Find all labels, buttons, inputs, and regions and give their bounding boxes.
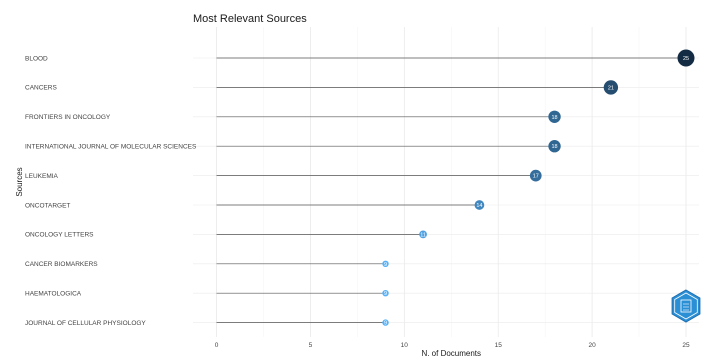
data-point: [603, 80, 619, 95]
y-tick-label: ONCOLOGY LETTERS: [25, 232, 94, 239]
data-point: [677, 49, 695, 67]
data-label: 21: [608, 85, 614, 91]
data-label: 9: [384, 321, 387, 327]
data-label: 9: [384, 262, 387, 268]
data-label: 18: [551, 115, 557, 121]
y-tick-label: LEUKEMIA: [25, 173, 59, 180]
data-point: [548, 110, 561, 123]
y-tick-label: BLOOD: [25, 55, 48, 62]
data-label: 18: [551, 144, 557, 150]
x-tick-labels: 0 5 10 15 20 25: [215, 342, 690, 349]
data-label: 14: [476, 203, 482, 209]
data-point: [548, 140, 561, 153]
data-point: [474, 200, 485, 210]
data-label: 11: [420, 232, 426, 238]
x-tick-label: 5: [309, 342, 313, 349]
y-tick-label: JOURNAL OF CELLULAR PHYSIOLOGY: [25, 320, 146, 327]
data-label: 25: [683, 56, 689, 62]
y-tick-label: CANCER BIOMARKERS: [25, 261, 98, 268]
stems: [216, 57, 686, 323]
y-tick-label: CANCERS: [25, 85, 57, 92]
x-axis-label: N. of Documents: [421, 349, 481, 358]
y-tick-label: FRONTIERS IN ONCOLOGY: [25, 114, 111, 121]
x-tick-label: 25: [682, 342, 690, 349]
x-tick-label: 20: [588, 342, 596, 349]
data-point: [382, 260, 389, 267]
logo-book-icon: [680, 299, 692, 313]
y-tick-label: INTERNATIONAL JOURNAL OF MOLECULAR SCIEN…: [25, 144, 197, 151]
points: 25 21 18 18 17 14 11 9 9 9: [382, 49, 695, 327]
x-tick-label: 15: [495, 342, 503, 349]
y-tick-labels: BLOOD CANCERS FRONTIERS IN ONCOLOGY INTERNA…: [25, 55, 197, 327]
y-tick-label: ONCOTARGET: [25, 202, 70, 209]
data-label: 17: [533, 174, 539, 180]
logo-hexagon: [671, 289, 701, 323]
data-point: [382, 319, 389, 326]
bibliometrix-logo: [671, 289, 701, 323]
logo-inner-hexagon: [674, 292, 698, 320]
x-tick-label: 10: [401, 342, 409, 349]
y-axis-label: Sources: [15, 167, 24, 196]
chart-title: Most Relevant Sources: [193, 13, 307, 25]
x-tick-label: 0: [215, 342, 219, 349]
data-point: [382, 290, 389, 297]
data-point: [419, 230, 427, 239]
y-tick-label: HAEMATOLOGICA: [25, 291, 82, 298]
data-label: 9: [384, 291, 387, 297]
data-point: [529, 169, 542, 182]
